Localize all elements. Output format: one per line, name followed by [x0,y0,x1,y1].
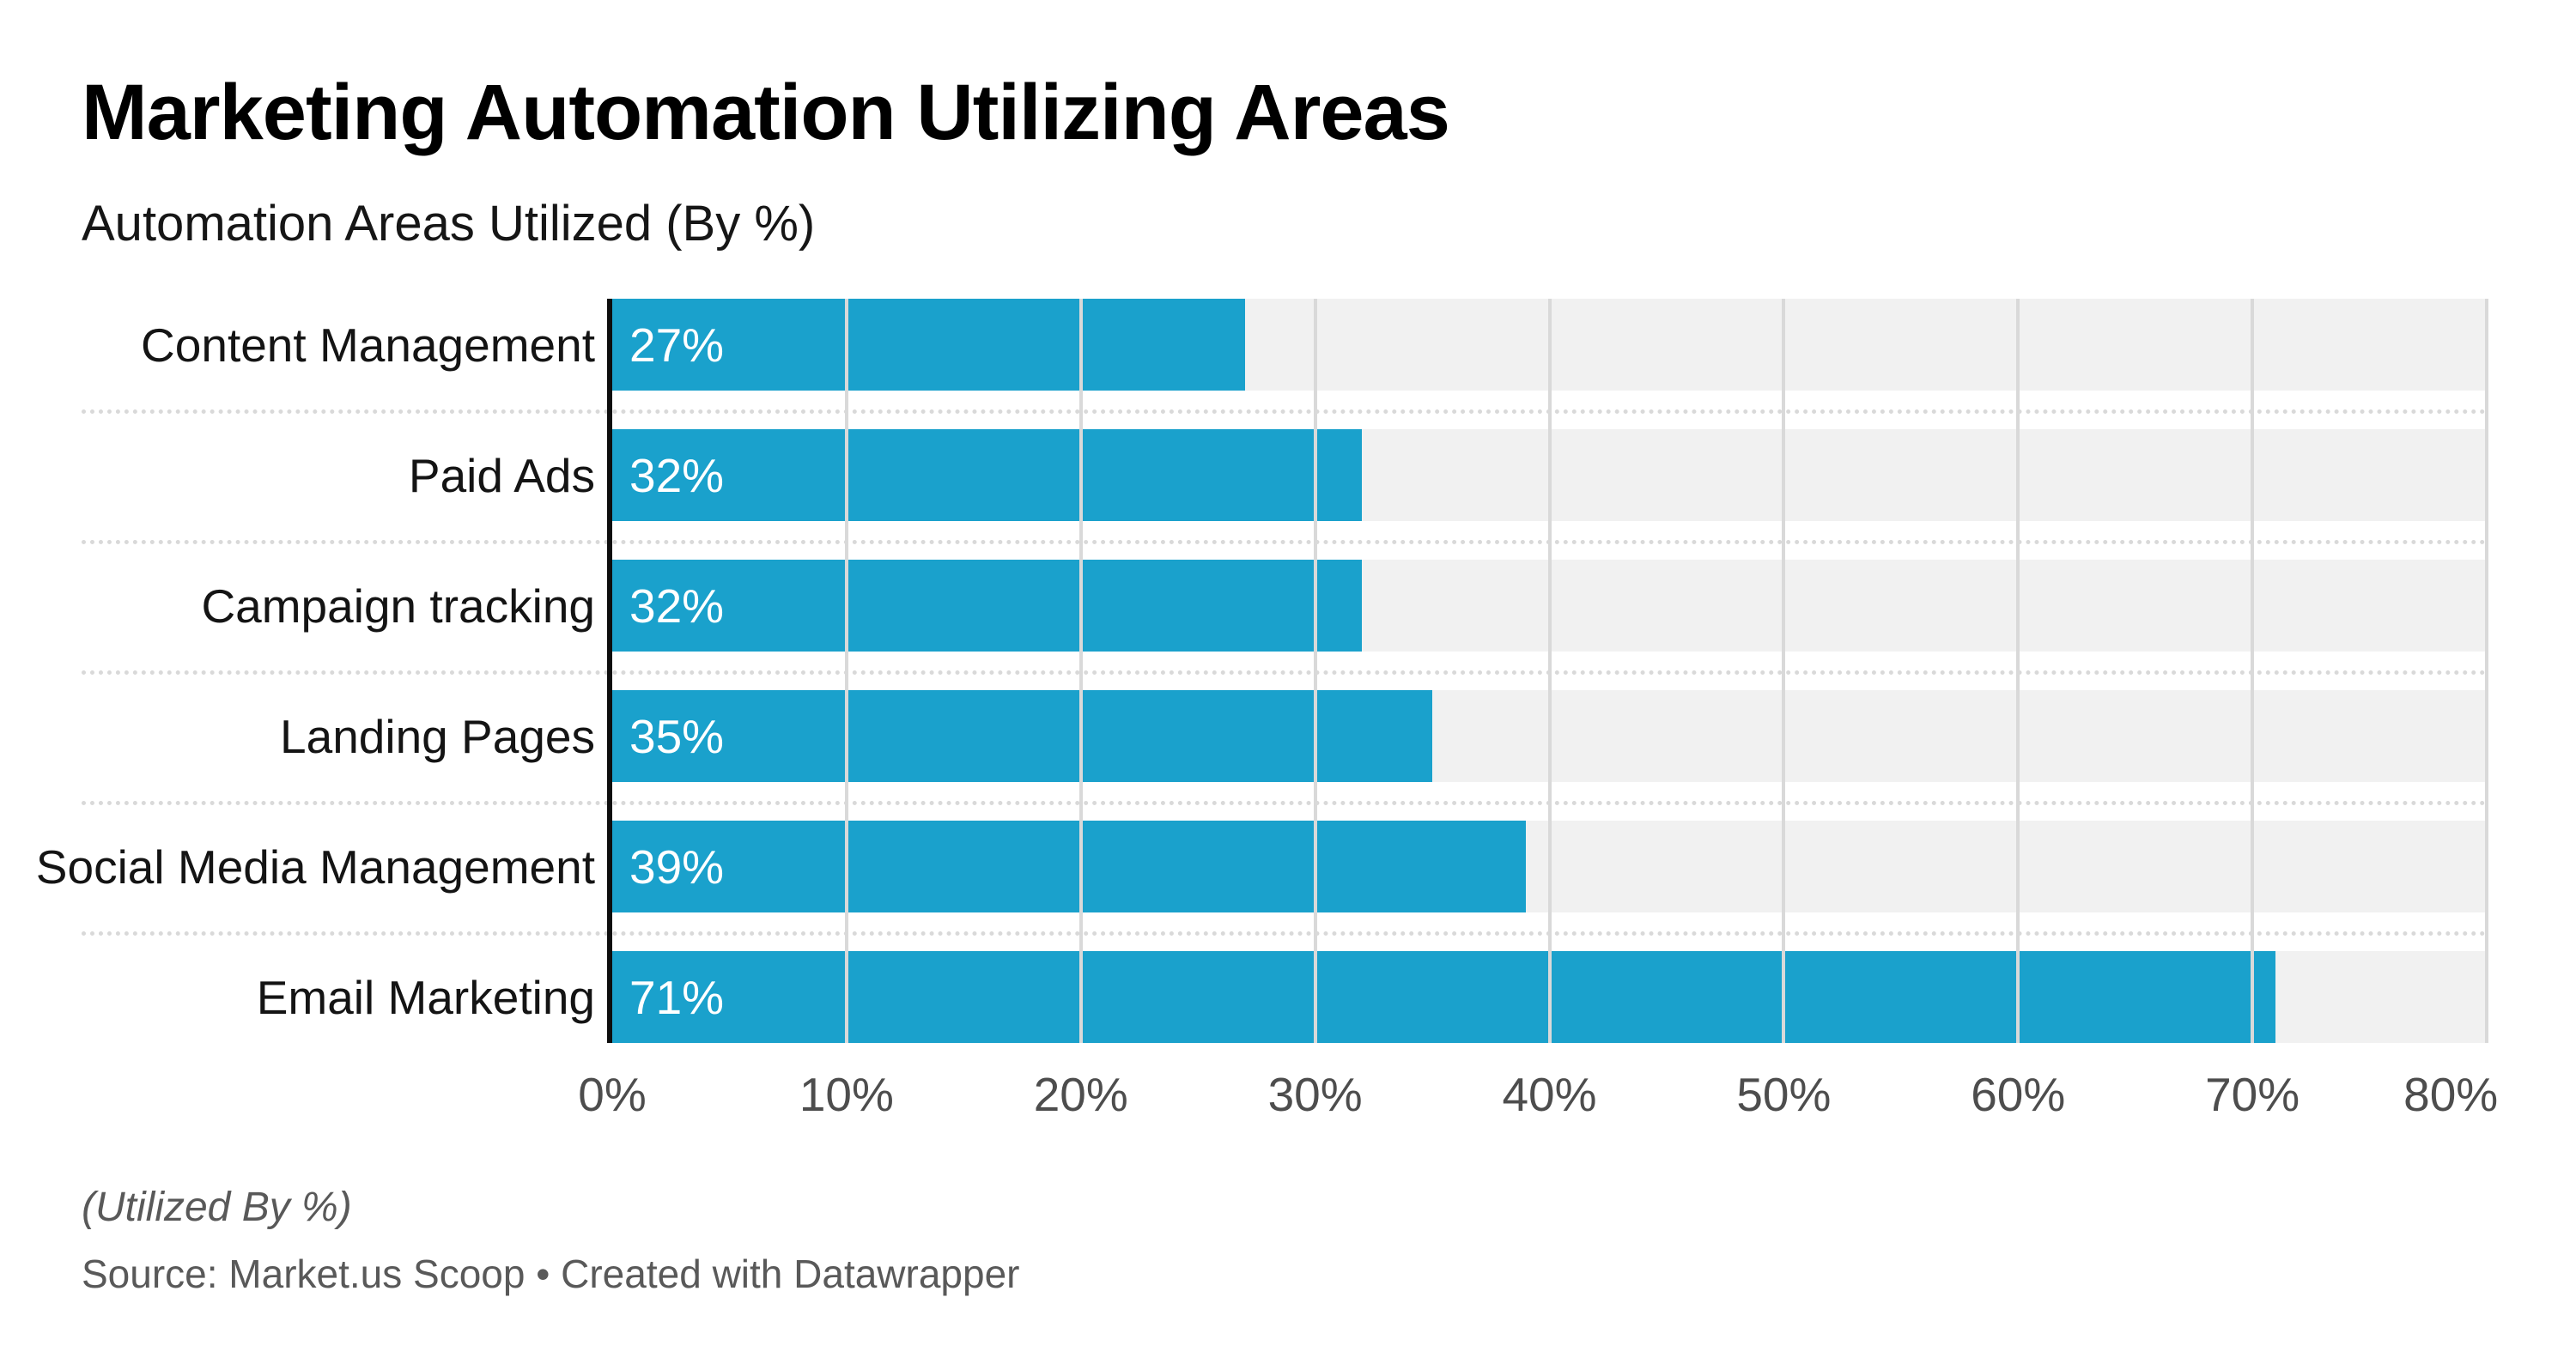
x-axis-tick-label: 80% [2403,1068,2499,1121]
bar-value-label: 71% [629,970,725,1024]
x-axis-tick-label: 10% [799,1068,894,1121]
category-label: Campaign tracking [201,579,595,633]
x-axis-labels: 0% 10% 20% 30% 40% 50% 60% 70% 80% [578,1067,2498,1129]
plot-area: Content Management 27% Paid Ads 32% Campaign… [35,299,2488,1043]
bar: 27% [612,299,1245,391]
bar-value-label: 35% [629,709,725,763]
table-row: Landing Pages 35% [82,690,2487,782]
x-axis-tick-label: 50% [1736,1068,1832,1121]
x-axis-tick-label: 20% [1033,1068,1128,1121]
bar: 39% [612,821,1527,912]
table-row: Campaign tracking 32% [82,560,2487,652]
table-row: Email Marketing 71% [82,951,2487,1043]
table-row: Paid Ads 32% [82,429,2487,521]
table-row: Social Media Management 39% [35,821,2487,912]
bar: 32% [612,560,1363,652]
bar: 32% [612,429,1363,521]
table-row: Content Management 27% [82,299,2487,391]
category-label: Email Marketing [256,970,595,1024]
row-separator [82,409,2487,414]
row-separator [82,801,2487,805]
category-label: Social Media Management [35,840,595,894]
plot-rows: Content Management 27% Paid Ads 32% Campaign… [35,299,2487,1043]
row-separator [82,670,2487,675]
x-axis-tick-label: 30% [1267,1068,1363,1121]
row-separator [82,540,2487,544]
x-axis-tick-label: 0% [578,1068,647,1121]
bar: 71% [612,951,2276,1043]
bar-value-label: 27% [629,318,725,372]
bar-value-label: 32% [629,579,725,633]
source-line: Source: Market.us Scoop • Created with D… [82,1252,1020,1296]
category-label: Paid Ads [408,448,595,502]
x-axis-zero-line [607,299,612,1043]
x-axis-tick-label: 40% [1502,1068,1597,1121]
bar-value-label: 39% [629,840,725,894]
category-label: Content Management [141,318,595,372]
x-axis-tick-label: 60% [1971,1068,2066,1121]
bar-value-label: 32% [629,448,725,502]
bar: 35% [612,690,1433,782]
x-axis-tick-label: 70% [2205,1068,2300,1121]
chart-subtitle: Automation Areas Utilized (By %) [82,196,816,252]
row-separator [82,931,2487,936]
chart-footnote: (Utilized By %) [82,1185,352,1230]
bar-chart: Content Management 27% Paid Ads 32% Campaign… [35,299,2498,1129]
category-label: Landing Pages [280,709,595,763]
chart-title: Marketing Automation Utilizing Areas [82,69,1450,156]
